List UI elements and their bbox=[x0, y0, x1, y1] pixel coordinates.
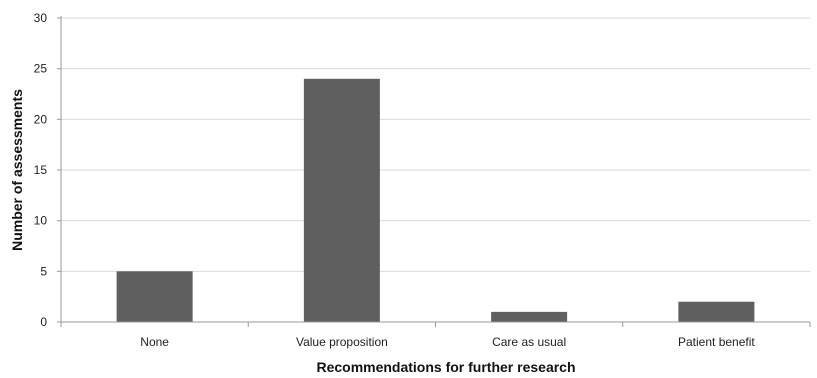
y-tick-label: 15 bbox=[34, 163, 48, 177]
x-tick-label: Value proposition bbox=[296, 335, 388, 349]
y-axis-title: Number of assessments bbox=[9, 89, 25, 251]
y-tick-label: 10 bbox=[34, 214, 48, 228]
bar-none bbox=[116, 271, 193, 322]
x-tick-label: Patient benefit bbox=[678, 335, 755, 349]
bars bbox=[116, 78, 755, 322]
axes bbox=[57, 16, 811, 327]
y-tick-label: 5 bbox=[40, 264, 47, 278]
y-tick-label: 25 bbox=[34, 62, 48, 76]
x-tick-label: Care as usual bbox=[492, 335, 566, 349]
x-axis-title: Recommendations for further research bbox=[316, 359, 575, 375]
y-tick-labels: 0 5 10 15 20 25 30 bbox=[34, 11, 48, 329]
bar-value-proposition bbox=[303, 78, 380, 322]
bar-care-as-usual bbox=[491, 311, 568, 322]
y-tick-label: 0 bbox=[40, 315, 47, 329]
y-tick-label: 20 bbox=[34, 112, 48, 126]
bar-patient-benefit bbox=[678, 301, 755, 322]
x-tick-label: None bbox=[140, 335, 169, 349]
grid-lines bbox=[61, 17, 810, 272]
y-tick-label: 30 bbox=[34, 11, 48, 25]
x-tick-labels: None Value proposition Care as usual Patien… bbox=[140, 335, 755, 349]
